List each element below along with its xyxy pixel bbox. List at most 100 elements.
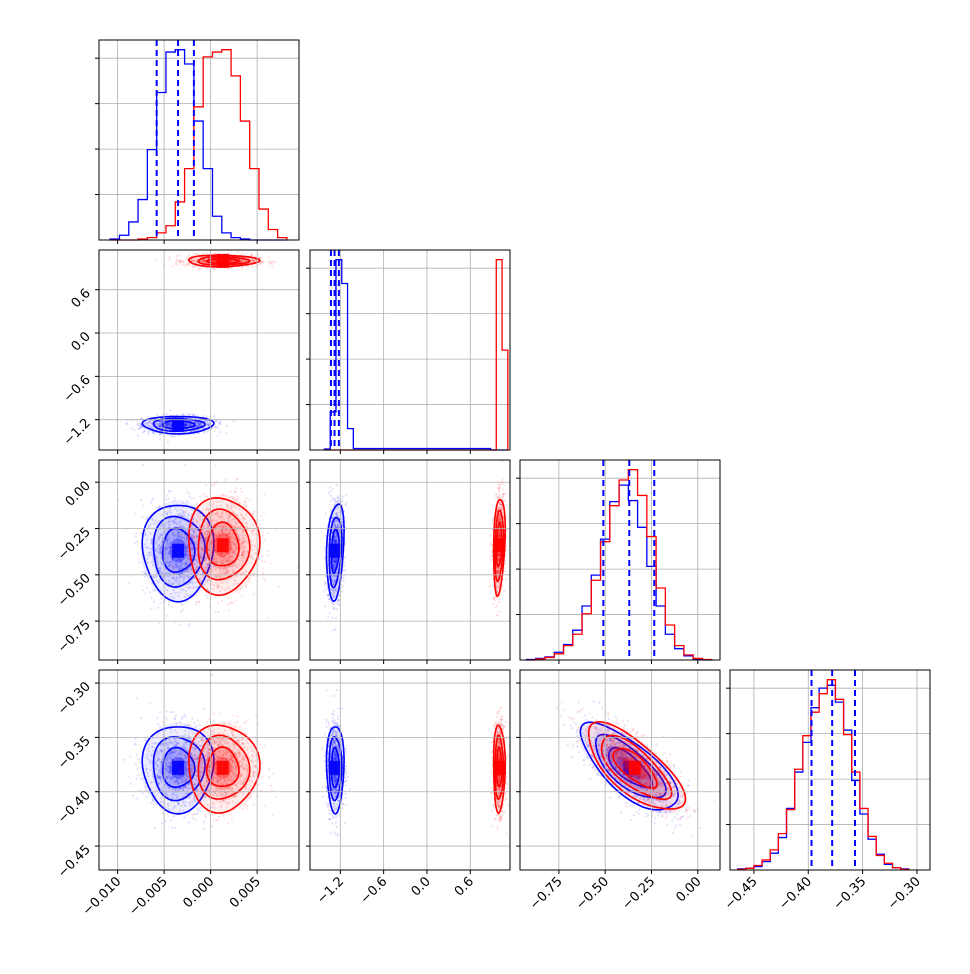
sample-point bbox=[159, 602, 161, 604]
sample-point bbox=[154, 433, 156, 435]
sample-point bbox=[166, 615, 168, 617]
sample-point bbox=[172, 265, 174, 267]
sample-point bbox=[241, 595, 243, 597]
sample-point bbox=[134, 513, 136, 515]
sample-point bbox=[490, 559, 492, 561]
sample-point bbox=[215, 426, 217, 428]
diag-panel-3 bbox=[726, 670, 930, 870]
sample-point bbox=[236, 496, 238, 498]
panel-1-0: −1.2−0.60.00.6 bbox=[61, 250, 299, 454]
y-tick-label: 0.0 bbox=[69, 329, 94, 354]
sample-point bbox=[498, 491, 500, 493]
sample-point bbox=[337, 495, 339, 497]
y-tick-label: 0.6 bbox=[69, 286, 94, 311]
sample-point bbox=[186, 491, 188, 493]
sample-point bbox=[189, 264, 191, 266]
sample-point bbox=[236, 477, 238, 479]
sample-point bbox=[229, 491, 231, 493]
sample-point bbox=[169, 409, 171, 411]
sample-point bbox=[179, 624, 181, 626]
sample-point bbox=[173, 621, 175, 623]
sample-point bbox=[330, 495, 332, 497]
sample-point bbox=[331, 500, 333, 502]
sample-point bbox=[140, 532, 142, 534]
sample-point bbox=[179, 592, 181, 594]
sample-point bbox=[274, 529, 276, 531]
sample-point bbox=[142, 571, 144, 573]
sample-point bbox=[268, 263, 270, 265]
sample-point bbox=[228, 610, 230, 612]
sample-point bbox=[186, 566, 188, 568]
sample-point bbox=[193, 266, 195, 268]
sample-point bbox=[244, 501, 246, 503]
sample-point bbox=[245, 586, 247, 588]
sample-point bbox=[156, 414, 158, 416]
sample-point bbox=[490, 544, 492, 546]
sample-point bbox=[172, 548, 174, 550]
sample-point bbox=[506, 529, 508, 531]
sample-point bbox=[139, 426, 141, 428]
sample-point bbox=[268, 554, 270, 556]
sample-point bbox=[178, 254, 180, 256]
sample-point bbox=[173, 572, 175, 574]
sample-point bbox=[262, 572, 264, 574]
density-core-red bbox=[217, 538, 229, 552]
sample-point bbox=[174, 497, 176, 499]
sample-point bbox=[333, 499, 335, 501]
sample-point bbox=[149, 591, 151, 593]
sample-point bbox=[202, 415, 204, 417]
sample-point bbox=[219, 431, 221, 433]
y-tick-label: −0.50 bbox=[55, 571, 94, 610]
sample-point bbox=[260, 515, 262, 517]
y-tick-label: 0.00 bbox=[63, 478, 94, 509]
y-tick-label: −1.2 bbox=[61, 416, 94, 449]
sample-point bbox=[150, 502, 152, 504]
sample-point bbox=[187, 587, 189, 589]
sample-point bbox=[205, 416, 207, 418]
sample-point bbox=[335, 617, 337, 619]
sample-point bbox=[192, 587, 194, 589]
sample-point bbox=[195, 601, 197, 603]
sample-point bbox=[329, 486, 331, 488]
sample-point bbox=[271, 263, 273, 265]
sample-point bbox=[336, 484, 338, 486]
sample-point bbox=[259, 257, 261, 259]
sample-point bbox=[267, 617, 269, 619]
sample-point bbox=[166, 494, 168, 496]
panel-2-1 bbox=[306, 460, 511, 664]
sample-point bbox=[136, 540, 138, 542]
sample-point bbox=[248, 498, 250, 500]
sample-point bbox=[227, 598, 229, 600]
sample-point bbox=[155, 259, 157, 261]
sample-point bbox=[217, 611, 219, 613]
sample-point bbox=[262, 555, 264, 557]
sample-point bbox=[173, 566, 175, 568]
sample-point bbox=[342, 577, 344, 579]
sample-point bbox=[177, 552, 179, 554]
sample-point bbox=[184, 510, 186, 512]
sample-point bbox=[268, 256, 270, 258]
sample-point bbox=[225, 478, 227, 480]
sample-point bbox=[167, 441, 169, 443]
sample-point bbox=[203, 495, 205, 497]
sample-point bbox=[255, 265, 257, 267]
sample-point bbox=[337, 497, 339, 499]
sample-point bbox=[196, 503, 198, 505]
sample-point bbox=[498, 601, 500, 603]
sample-point bbox=[259, 524, 261, 526]
sample-point bbox=[323, 581, 325, 583]
sample-point bbox=[178, 526, 180, 528]
sample-point bbox=[225, 432, 227, 434]
sample-point bbox=[344, 556, 346, 558]
sample-point bbox=[278, 586, 280, 588]
panel-bg bbox=[520, 460, 720, 660]
sample-point bbox=[227, 603, 229, 605]
sample-point bbox=[126, 423, 128, 425]
sample-point bbox=[130, 428, 132, 430]
sample-point bbox=[181, 534, 183, 536]
sample-point bbox=[153, 601, 155, 603]
sample-point bbox=[199, 268, 201, 270]
sample-point bbox=[157, 607, 159, 609]
sample-point bbox=[186, 256, 188, 258]
sample-point bbox=[158, 622, 160, 624]
